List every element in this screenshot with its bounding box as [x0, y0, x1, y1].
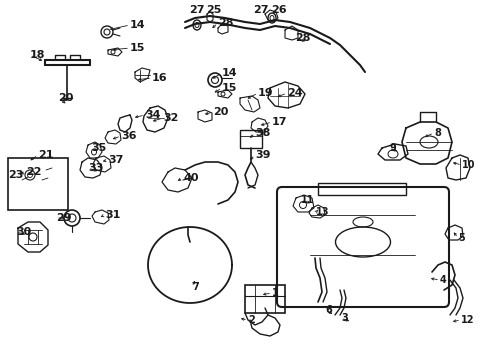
Text: 21: 21	[38, 150, 53, 160]
Text: 27: 27	[189, 5, 204, 15]
Text: 2: 2	[247, 315, 254, 325]
Text: 13: 13	[315, 207, 329, 217]
Text: 29: 29	[56, 213, 71, 223]
Text: 25: 25	[205, 5, 221, 15]
Text: 14: 14	[222, 68, 237, 78]
Text: 9: 9	[388, 143, 395, 153]
Text: 31: 31	[105, 210, 120, 220]
Text: 37: 37	[108, 155, 123, 165]
Bar	[240, 130, 262, 148]
Text: 14: 14	[130, 20, 145, 30]
Text: 15: 15	[130, 43, 145, 53]
Bar	[317, 183, 405, 195]
Text: 12: 12	[460, 315, 473, 325]
Text: 17: 17	[271, 117, 287, 127]
Text: 30: 30	[16, 227, 31, 237]
Text: 20: 20	[213, 107, 228, 117]
Text: 11: 11	[301, 195, 314, 205]
Text: 26: 26	[270, 5, 286, 15]
Text: 19: 19	[258, 88, 273, 98]
Text: 28: 28	[218, 18, 233, 28]
Text: 10: 10	[461, 160, 474, 170]
Bar	[244, 285, 285, 313]
Text: 35: 35	[91, 143, 106, 153]
Text: 6: 6	[325, 305, 331, 315]
Text: 18: 18	[30, 50, 45, 60]
Text: 34: 34	[145, 110, 160, 120]
Text: 7: 7	[192, 282, 198, 292]
Text: 27: 27	[252, 5, 268, 15]
Text: 4: 4	[439, 275, 446, 285]
Text: 32: 32	[163, 113, 178, 123]
Text: 28: 28	[294, 33, 310, 43]
Text: 20: 20	[58, 93, 73, 103]
Text: 3: 3	[340, 313, 347, 323]
Text: 24: 24	[286, 88, 302, 98]
Text: 8: 8	[433, 128, 440, 138]
Text: 39: 39	[254, 150, 270, 160]
Text: 40: 40	[183, 173, 198, 183]
Bar	[8, 158, 68, 210]
Text: 36: 36	[121, 131, 136, 141]
Text: 38: 38	[254, 128, 270, 138]
Text: 33: 33	[88, 163, 103, 173]
Text: 15: 15	[222, 83, 237, 93]
Text: 16: 16	[152, 73, 167, 83]
Text: 22: 22	[26, 167, 41, 177]
Text: 23: 23	[8, 170, 23, 180]
Text: 5: 5	[457, 233, 464, 243]
Text: 1: 1	[271, 288, 278, 298]
